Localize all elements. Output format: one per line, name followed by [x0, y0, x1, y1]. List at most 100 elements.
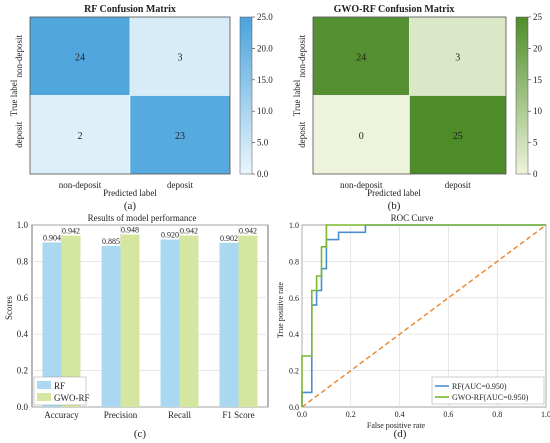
gworf-cell-value: 25 — [453, 131, 463, 142]
bar-data-label: 0.948 — [121, 225, 139, 234]
bar-xtick-label: Accuracy — [44, 410, 79, 420]
roc-legend-label: RF(AUC=0.950) — [452, 382, 507, 391]
bar-gwo-rf — [179, 235, 199, 407]
rf-cell-value: 2 — [78, 131, 83, 142]
rf-colorbar — [239, 16, 253, 175]
roc-ytick-label: 0.2 — [289, 367, 299, 376]
bar-xtick-label: Precision — [104, 410, 138, 420]
bar-rf — [101, 245, 121, 407]
gworf-ylabel: True label — [292, 79, 302, 116]
bar-gwo-rf — [61, 235, 81, 407]
rf-ytick-label: deposit — [14, 121, 24, 147]
gworf-cell — [409, 16, 507, 96]
roc-ytick-label: 0.0 — [289, 403, 299, 412]
gworf-ytick-label: deposit — [297, 121, 307, 147]
roc-line — [301, 224, 546, 407]
rf-frame — [29, 16, 231, 175]
rf-xlabel: Predicted label — [103, 188, 157, 198]
rf-colorbar-label: 10.0 — [257, 106, 273, 116]
roc-legend — [431, 376, 545, 405]
bar-ytick-label: 0.6 — [17, 293, 29, 303]
bar-gwo-rf — [238, 235, 258, 407]
roc-xtick-label: 0.4 — [395, 410, 405, 419]
bar-legend-swatch — [37, 381, 51, 389]
gworf-colorbar-label: 20 — [533, 43, 543, 53]
bar-data-label: 0.942 — [62, 227, 80, 236]
gworf-xtick-label: non-deposit — [340, 180, 383, 190]
bar-ytick-label: 0.8 — [17, 256, 29, 266]
bar-rf — [42, 242, 62, 407]
bar-legend-swatch — [37, 393, 51, 401]
rf-cell — [129, 16, 231, 96]
rf-colorbar-label: 15.0 — [257, 75, 273, 85]
rf-cell — [29, 95, 131, 175]
gworf-colorbar-label: 10 — [533, 106, 543, 116]
bar-ylabel: Scores — [4, 296, 14, 320]
roc-ytick-label: 0.6 — [289, 294, 299, 303]
roc-ylabel: True positive rate — [276, 281, 285, 338]
rf-colorbar-label: 0.0 — [257, 169, 269, 179]
gworf-xtick-label: deposit — [445, 180, 471, 190]
rf-cell — [129, 95, 231, 175]
gworf-cell-value: 3 — [455, 52, 460, 63]
roc-ytick-label: 0.8 — [289, 257, 299, 266]
gworf-frame — [312, 16, 507, 175]
rf-panel-label: (a) — [124, 200, 137, 212]
gworf-colorbar-label: 15 — [533, 75, 543, 85]
bar-xtick-label: Recall — [168, 410, 191, 420]
bar-legend-label: GWO-RF — [54, 393, 90, 403]
roc-title: ROC Curve — [391, 213, 434, 223]
bar-ytick-label: 0.2 — [17, 366, 28, 376]
gworf-cell — [409, 95, 507, 175]
gworf-colorbar-label: 0 — [533, 169, 538, 179]
gworf-colorbar-label: 25 — [533, 12, 543, 22]
rf-cell-value: 24 — [75, 52, 85, 63]
rf-colorbar-label: 5.0 — [257, 138, 269, 148]
roc-xtick-label: 1.0 — [541, 410, 550, 419]
gworf-panel-label: (b) — [388, 200, 401, 212]
roc-legend-label: GWO-RF(AUC=0.950) — [452, 393, 529, 402]
bar-data-label: 0.885 — [102, 237, 120, 246]
gworf-colorbar — [515, 16, 529, 175]
rf-ylabel: True label — [9, 79, 19, 116]
bar-xtick-label: F1 Score — [222, 410, 254, 420]
rf-cell-value: 3 — [178, 52, 183, 63]
bar-ytick-label: 1.0 — [17, 220, 29, 230]
gworf-xlabel: Predicted label — [367, 188, 421, 198]
bar-ytick-label: 0.4 — [17, 329, 29, 339]
roc-xtick-label: 0.8 — [492, 410, 502, 419]
bar-data-label: 0.920 — [161, 231, 179, 240]
bar-ytick-label: 0.0 — [17, 402, 29, 412]
rf-colorbar-label: 20.0 — [257, 43, 273, 53]
roc-xtick-label: 0.2 — [346, 410, 356, 419]
rf-confusion-title: RF Confusion Matrix — [84, 4, 176, 15]
bar-data-label: 0.904 — [43, 233, 61, 242]
roc-xlabel: False positive rate — [367, 421, 426, 430]
bar-data-label: 0.942 — [239, 227, 257, 236]
roc-xtick-label: 0.0 — [297, 410, 307, 419]
rf-ytick-label: non-deposit — [14, 35, 24, 78]
bar-gwo-rf — [120, 234, 140, 407]
bar-data-label: 0.942 — [180, 227, 198, 236]
rf-colorbar-label: 25.0 — [257, 12, 273, 22]
bar-panel-label: (c) — [134, 428, 147, 440]
bar-rf — [219, 242, 239, 407]
bar-legend-label: RF — [54, 381, 65, 391]
gworf-cell-value: 0 — [359, 131, 364, 142]
bar-rf — [160, 239, 180, 407]
gworf-colorbar-label: 5 — [533, 138, 538, 148]
bar-chart-title: Results of model performance — [88, 213, 197, 223]
rf-cell — [29, 16, 131, 96]
roc-ytick-label: 1.0 — [289, 221, 299, 230]
gworf-ytick-label: non-deposit — [297, 35, 307, 78]
roc-xtick-label: 0.6 — [443, 410, 453, 419]
gworf-cell-value: 24 — [356, 52, 366, 63]
rf-xtick-label: deposit — [167, 180, 193, 190]
rf-cell-value: 23 — [175, 131, 185, 142]
rf-xtick-label: non-deposit — [59, 180, 102, 190]
roc-panel-label: (d) — [394, 428, 407, 440]
gworf-confusion-title: GWO-RF Confusion Matrix — [334, 4, 455, 15]
roc-chance-line — [301, 224, 547, 408]
roc-ytick-label: 0.4 — [289, 330, 299, 339]
